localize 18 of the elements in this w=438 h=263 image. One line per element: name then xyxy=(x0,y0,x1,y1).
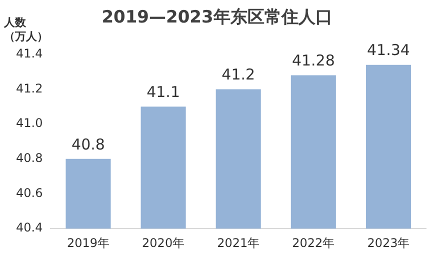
y-axis-title: 人数（万人） xyxy=(4,16,49,44)
x-tick-label: 2023年 xyxy=(367,236,410,250)
data-label: 41.1 xyxy=(146,83,180,102)
y-tick-label: 41.2 xyxy=(16,81,43,96)
y-tick-label: 40.6 xyxy=(16,186,43,200)
x-tick-label: 2021年 xyxy=(217,236,260,250)
x-tick-label: 2019年 xyxy=(66,236,110,250)
data-label: 41.2 xyxy=(222,66,256,84)
data-label: 40.8 xyxy=(72,135,105,154)
x-tick-label: 2020年 xyxy=(142,236,185,250)
x-tick-label: 2022年 xyxy=(292,236,335,250)
data-label: 41.34 xyxy=(366,41,410,60)
y-tick-label: 40.4 xyxy=(16,220,43,235)
y-tick-label: 41.4 xyxy=(16,46,43,61)
chart-title: 2019—2023年东区常住人口 xyxy=(102,8,332,28)
data-label: 41.28 xyxy=(292,52,335,70)
y-tick-label: 40.8 xyxy=(16,151,43,166)
y-tick-label: 41.0 xyxy=(16,116,43,130)
